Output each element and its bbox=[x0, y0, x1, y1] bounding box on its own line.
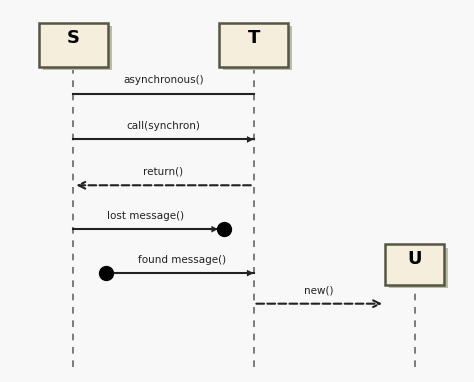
Text: U: U bbox=[408, 249, 422, 267]
Bar bbox=[389, 248, 448, 288]
Bar bbox=[223, 26, 292, 70]
Text: call(synchron): call(synchron) bbox=[127, 121, 201, 131]
Text: new(): new() bbox=[304, 285, 334, 295]
Text: lost message(): lost message() bbox=[107, 211, 184, 221]
Text: S: S bbox=[67, 29, 80, 47]
Bar bbox=[219, 23, 288, 67]
Bar bbox=[43, 26, 111, 70]
Bar bbox=[385, 244, 444, 285]
Bar bbox=[39, 23, 108, 67]
Text: T: T bbox=[247, 29, 260, 47]
Text: found message(): found message() bbox=[138, 255, 227, 265]
Text: asynchronous(): asynchronous() bbox=[123, 75, 204, 85]
Text: return(): return() bbox=[144, 167, 183, 177]
